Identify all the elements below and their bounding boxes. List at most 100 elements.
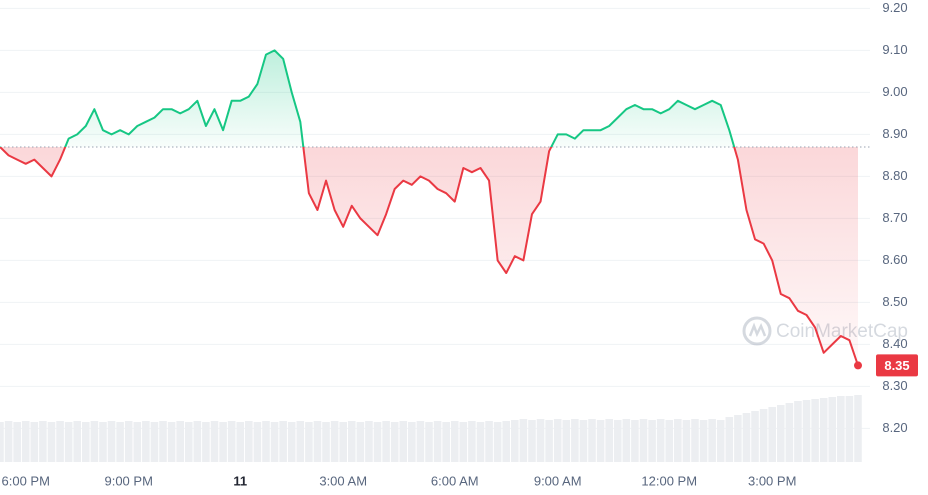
- volume-bar: [776, 405, 785, 462]
- volume-bar: [39, 421, 47, 462]
- volume-bar: [596, 420, 605, 462]
- volume-bar: [167, 422, 176, 462]
- volume-bar: [99, 422, 107, 462]
- volume-bar: [21, 421, 30, 462]
- volume-bar: [107, 421, 116, 462]
- volume-bar: [339, 422, 347, 462]
- volume-bar: [502, 421, 511, 462]
- volume-bar: [674, 419, 682, 462]
- volume-bar: [648, 420, 656, 462]
- y-tick-label: 9.00: [882, 84, 907, 99]
- volume-bar: [279, 421, 287, 462]
- volume-bar: [528, 420, 536, 462]
- x-tick-label: 9:00 PM: [104, 473, 152, 488]
- volume-bar: [742, 413, 751, 462]
- volume-bar: [613, 420, 622, 462]
- volume-bar: [433, 421, 442, 462]
- volume-bar: [382, 421, 390, 462]
- y-tick-label: 9.20: [882, 0, 907, 15]
- volume-bar: [811, 399, 819, 462]
- volume-bar: [330, 421, 339, 462]
- x-tick-label: 9:00 AM: [534, 473, 582, 488]
- x-tick-label: 3:00 AM: [319, 473, 367, 488]
- volume-bar: [313, 421, 322, 462]
- volume-bar: [150, 422, 159, 462]
- volume-bar: [468, 421, 476, 462]
- y-tick-label: 8.90: [882, 126, 907, 141]
- volume-bar: [545, 420, 553, 462]
- volume-bar: [236, 422, 245, 462]
- volume-bar: [176, 421, 184, 462]
- volume-bar: [47, 422, 56, 462]
- volume-bar: [390, 422, 399, 462]
- volume-bar: [562, 420, 571, 462]
- volume-bar: [73, 421, 82, 462]
- volume-bar: [30, 422, 39, 462]
- x-tick-label: 11: [233, 473, 247, 488]
- volume-bar: [725, 417, 734, 462]
- volume-bar: [802, 400, 811, 462]
- volume-bar: [305, 422, 313, 462]
- volume-bar: [450, 421, 459, 462]
- volume-bar: [4, 421, 13, 462]
- volume-bar: [159, 421, 167, 462]
- volume-bar: [322, 422, 330, 462]
- volume-bar: [828, 397, 837, 462]
- volume-bar: [519, 419, 528, 462]
- y-tick-label: 8.40: [882, 336, 907, 351]
- volume-bar: [262, 421, 270, 462]
- volume-bar: [253, 422, 262, 462]
- volume-bar: [56, 421, 64, 462]
- volume-bar: [485, 421, 493, 462]
- volume-bar: [845, 396, 854, 462]
- volume-bar: [734, 415, 742, 462]
- volume-bar: [365, 421, 373, 462]
- volume-bar: [64, 422, 73, 462]
- volume-bar: [142, 421, 150, 462]
- volume-bar: [133, 422, 142, 462]
- x-tick-label: 3:00 PM: [748, 473, 796, 488]
- volume-bar: [202, 422, 210, 462]
- volume-bar: [837, 396, 845, 462]
- x-tick-label: 6:00 PM: [2, 473, 50, 488]
- x-tick-label: 12:00 PM: [641, 473, 697, 488]
- volume-bar: [716, 420, 725, 462]
- volume-bar: [622, 419, 631, 462]
- area: [0, 50, 858, 366]
- volume-bar: [511, 420, 519, 462]
- volume-bar: [553, 419, 562, 462]
- volume-bar: [459, 422, 468, 462]
- volume-bar: [699, 420, 708, 462]
- volume-bar: [287, 422, 296, 462]
- volume-bar: [82, 422, 90, 462]
- volume-bar: [588, 419, 596, 462]
- y-tick-label: 8.60: [882, 252, 907, 267]
- y-tick-label: 8.30: [882, 378, 907, 393]
- volume-bar: [227, 421, 236, 462]
- y-tick-label: 9.10: [882, 42, 907, 57]
- volume-bar: [425, 422, 433, 462]
- volume-bar: [819, 398, 828, 462]
- volume-bar: [270, 422, 279, 462]
- volume-bar: [442, 422, 450, 462]
- price-line: [0, 49, 859, 366]
- price-tag: [876, 354, 918, 377]
- volume-bar: [184, 422, 193, 462]
- volume-bar: [356, 422, 365, 462]
- volume-bar: [493, 422, 502, 462]
- volume-bar: [605, 419, 613, 462]
- volume-bar: [854, 395, 862, 462]
- volume-bar: [116, 422, 124, 462]
- volume-bar: [347, 421, 356, 462]
- volume-bar: [193, 421, 202, 462]
- volume-bar: [399, 421, 408, 462]
- volume-bar: [0, 422, 4, 462]
- volume-bar: [751, 411, 759, 462]
- volume-bar: [682, 420, 691, 462]
- volume-bar: [13, 422, 21, 462]
- volume-bar: [416, 421, 425, 462]
- volume-bar: [536, 419, 545, 462]
- volume-bar: [210, 421, 219, 462]
- volume-bar: [794, 401, 802, 462]
